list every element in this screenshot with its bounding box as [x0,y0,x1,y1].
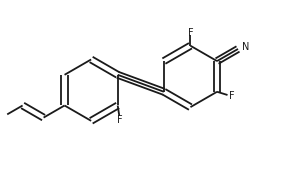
Text: N: N [242,42,250,52]
Text: F: F [188,28,193,38]
Text: F: F [229,91,234,101]
Text: F: F [117,115,123,125]
